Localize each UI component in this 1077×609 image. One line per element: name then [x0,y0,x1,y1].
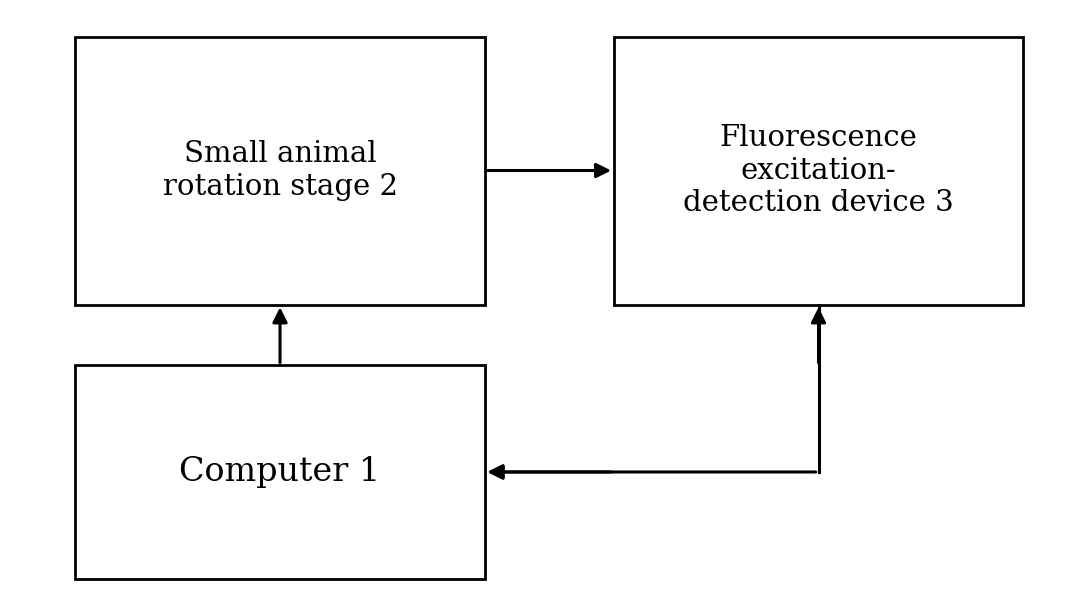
Text: Computer 1: Computer 1 [180,456,380,488]
Bar [75,365,485,579]
Text: Fluorescence
excitation-
detection device 3: Fluorescence excitation- detection devic… [683,124,954,217]
Text: Small animal
rotation stage 2: Small animal rotation stage 2 [163,140,397,201]
Bar [75,37,485,304]
Bar [614,37,1023,304]
